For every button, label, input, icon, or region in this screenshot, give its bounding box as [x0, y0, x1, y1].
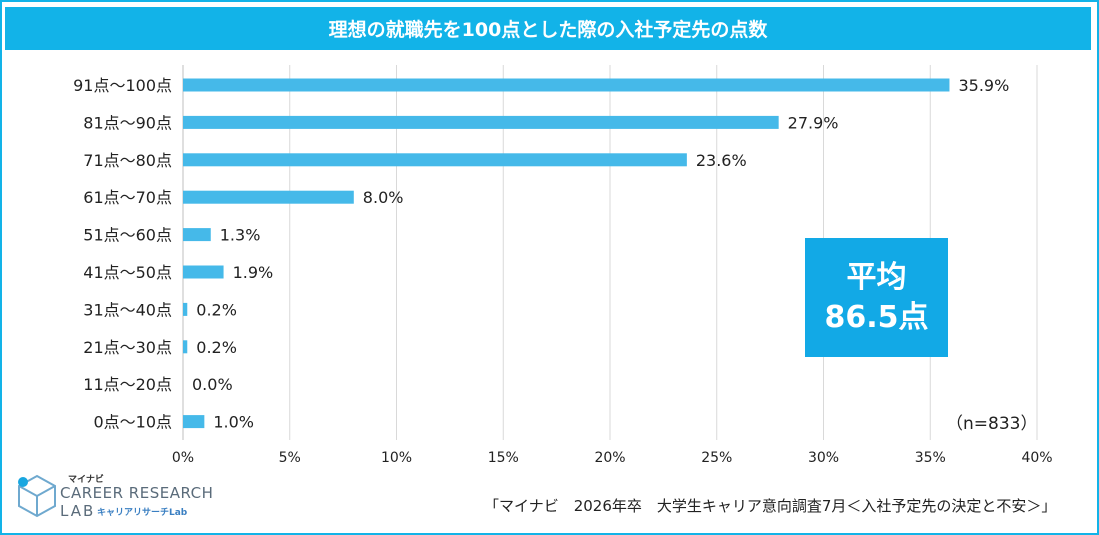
value-label: 1.9% [233, 263, 274, 282]
value-labels: 35.9% 27.9% 23.6% 8.0% 1.3% 1.9% 0.2% 0.2% 0.0% 1… [192, 76, 1009, 432]
bar [183, 265, 224, 279]
average-callout: 平均 86.5点 [805, 238, 948, 357]
bar [183, 78, 950, 92]
logo: マイナビ CAREER RESEARCH LAB キャリアリサーチLab [15, 472, 213, 522]
category-label: 51点～60点 [83, 226, 172, 245]
x-tick-labels: 0% 5% 10% 15% 20% 25% 30% 35% 40% [172, 450, 1053, 466]
value-label: 35.9% [958, 76, 1009, 95]
average-value: 86.5点 [824, 299, 929, 335]
category-label: 11点～20点 [83, 375, 172, 394]
bar [183, 190, 354, 204]
cube-logo-icon [18, 474, 56, 518]
value-label: 0.2% [196, 300, 237, 319]
category-label: 41点～50点 [83, 263, 172, 282]
value-label: 0.2% [196, 338, 237, 357]
average-label: 平均 [846, 259, 907, 295]
category-label: 31点～40点 [83, 300, 172, 319]
bar [183, 302, 188, 316]
value-label: 1.0% [213, 413, 254, 432]
category-label: 91点～100点 [73, 76, 172, 95]
bars [183, 78, 950, 429]
x-tick-label: 20% [594, 450, 625, 466]
bar [183, 340, 188, 354]
category-label: 61点～70点 [83, 188, 172, 207]
value-label: 23.6% [696, 151, 747, 170]
sample-size: （n=833） [946, 414, 1038, 434]
bar [183, 228, 211, 242]
x-tick-label: 25% [701, 450, 732, 466]
x-tick-label: 0% [172, 450, 194, 466]
value-label: 27.9% [788, 113, 839, 132]
bar [183, 115, 779, 129]
category-label: 71点～80点 [83, 151, 172, 170]
value-label: 8.0% [363, 188, 404, 207]
source-note: 「マイナビ 2026年卒 大学生キャリア意向調査7月＜入社予定先の決定と不安＞」 [484, 497, 1057, 515]
logo-line2: LAB [60, 502, 96, 520]
x-tick-label: 30% [808, 450, 839, 466]
logo-sub: キャリアリサーチLab [97, 508, 188, 518]
value-label: 0.0% [192, 375, 233, 394]
bar [183, 415, 205, 429]
x-tick-label: 35% [915, 450, 946, 466]
bar [183, 153, 687, 167]
logo-line1: CAREER RESEARCH [60, 484, 214, 502]
x-tick-label: 15% [488, 450, 519, 466]
category-label: 0点～10点 [93, 413, 172, 432]
category-label: 81点～90点 [83, 113, 172, 132]
value-label: 1.3% [220, 226, 261, 245]
category-label: 21点～30点 [83, 338, 172, 357]
category-labels: 91点～100点 81点～90点 71点～80点 61点～70点 51点～60点 41点～… [73, 76, 172, 432]
chart-title: 理想の就職先を100点とした際の入社予定先の点数 [5, 7, 1091, 50]
x-tick-label: 5% [279, 450, 301, 466]
x-tick-label: 10% [381, 450, 412, 466]
logo-brand: マイナビ [68, 475, 104, 485]
x-tick-label: 40% [1021, 450, 1052, 466]
